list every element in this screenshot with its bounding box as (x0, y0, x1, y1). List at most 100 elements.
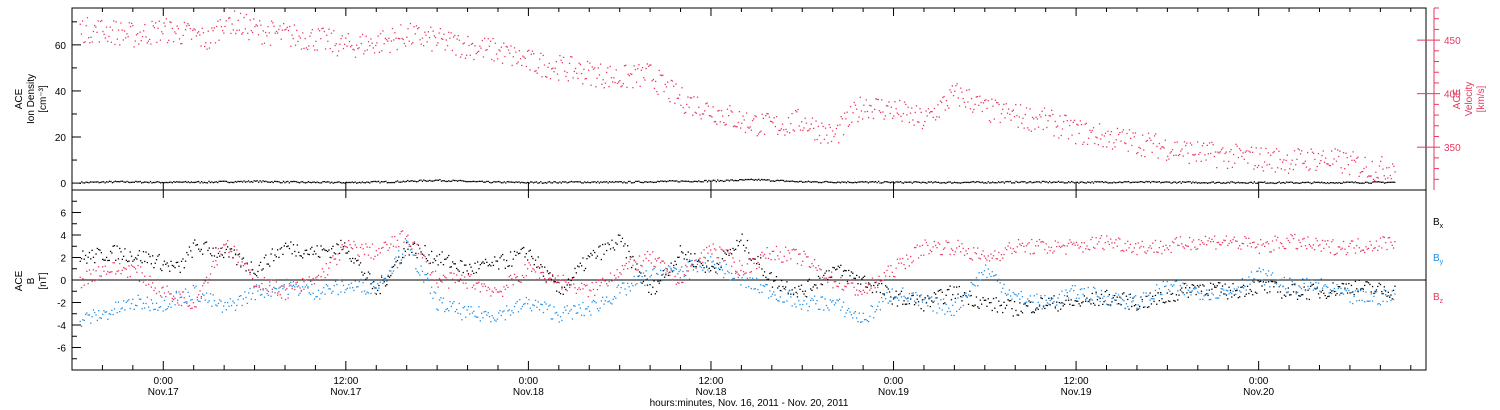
by-point (981, 271, 983, 274)
density-point (344, 182, 346, 184)
by-point (669, 266, 671, 268)
density-point (167, 182, 169, 184)
bx-point (1219, 282, 1221, 284)
by-point (244, 291, 246, 293)
bz-point (1142, 246, 1145, 248)
density-point (1097, 181, 1099, 183)
by-point (603, 303, 605, 305)
by-point (82, 319, 84, 321)
bz-point (194, 306, 196, 308)
bz-point (998, 251, 1000, 254)
by-point (673, 270, 675, 272)
bx-point (671, 271, 674, 273)
velocity-point (814, 139, 816, 141)
bx-point (634, 268, 637, 270)
density-point (977, 181, 979, 183)
velocity-point (595, 86, 597, 88)
by-point (359, 278, 362, 281)
velocity-point (417, 28, 419, 30)
bx-point (252, 269, 254, 271)
bz-point (553, 282, 555, 284)
velocity-point (287, 29, 290, 32)
velocity-point (1031, 116, 1034, 119)
bz-point (1033, 252, 1035, 254)
by-point (1144, 306, 1146, 308)
bz-point (924, 239, 926, 241)
bz-point (208, 278, 210, 280)
bx-point (534, 259, 537, 261)
velocity-point (530, 53, 532, 55)
velocity-point (778, 129, 780, 132)
bz-point (1110, 238, 1112, 240)
density-point (540, 181, 542, 183)
velocity-point (602, 79, 604, 81)
density-point (215, 181, 217, 183)
bz-point (257, 276, 259, 279)
bx-point (482, 261, 484, 263)
bx-point (291, 253, 293, 255)
bz-point (827, 281, 829, 283)
by-point (387, 274, 389, 276)
bx-point (542, 275, 545, 277)
bx-point (192, 242, 195, 244)
velocity-point (1005, 103, 1007, 105)
bx-point (1210, 282, 1212, 284)
bx-point (1011, 308, 1013, 310)
density-point (1226, 182, 1228, 184)
density-point (475, 181, 478, 183)
density-point (294, 180, 296, 183)
bx-point (249, 271, 251, 274)
velocity-point (521, 64, 523, 67)
by-point (746, 277, 749, 279)
velocity-point (936, 116, 938, 118)
density-point (1138, 181, 1140, 183)
velocity-point (1010, 119, 1012, 121)
velocity-point (461, 53, 463, 56)
velocity-point (169, 21, 171, 23)
velocity-point (457, 35, 459, 37)
by-point (440, 297, 442, 299)
bz-point (1106, 235, 1108, 237)
bz-point (1024, 251, 1026, 253)
by-point (1361, 299, 1363, 301)
by-point (445, 308, 447, 311)
velocity-point (773, 117, 775, 119)
by-point (654, 266, 656, 268)
density-point (1182, 181, 1184, 183)
density-point (1062, 181, 1064, 183)
by-point (1204, 294, 1207, 296)
bx-point (383, 281, 385, 283)
bx-point (1033, 311, 1035, 314)
by-point (724, 273, 726, 275)
bx-point (1191, 284, 1193, 286)
bz-point (403, 241, 405, 243)
bx-point (396, 259, 399, 262)
density-point (1280, 182, 1282, 184)
velocity-point (1197, 141, 1199, 143)
bz-point (865, 282, 867, 284)
velocity-point (238, 29, 240, 31)
bx-point (583, 269, 585, 272)
density-point (630, 182, 633, 184)
bx-point (1115, 299, 1117, 301)
by-point (332, 290, 334, 293)
by-point (978, 272, 980, 274)
bx-point (942, 303, 945, 305)
bz-point (810, 266, 812, 268)
density-point (617, 181, 619, 183)
bx-point (229, 248, 231, 250)
bx-point (869, 283, 871, 285)
velocity-point (484, 37, 486, 40)
bx-point (324, 249, 326, 251)
velocity-point (478, 50, 480, 52)
bx-point (1316, 287, 1318, 289)
by-point (137, 294, 139, 296)
density-point (1284, 182, 1286, 184)
bx-point (677, 256, 679, 258)
velocity-point (950, 91, 952, 93)
bx-point (449, 266, 451, 268)
bx-point (569, 284, 571, 286)
bz-point (788, 252, 791, 254)
velocity-point (747, 126, 749, 128)
by-point (1325, 285, 1328, 288)
